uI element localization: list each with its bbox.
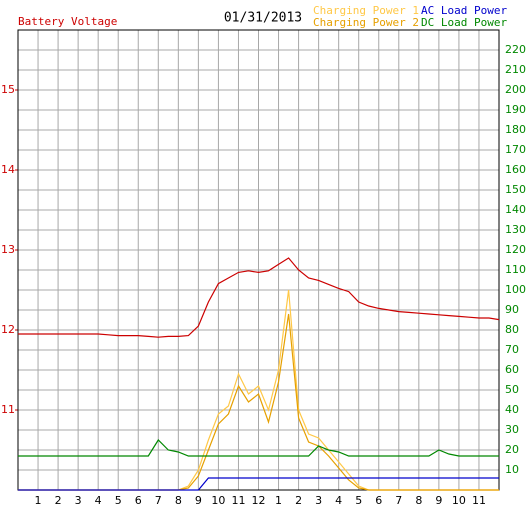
y2-tick-label: 100 — [505, 283, 526, 296]
legend-label: Battery Voltage — [18, 15, 117, 28]
x-tick-label: 10 — [211, 494, 225, 507]
x-tick-label: 4 — [335, 494, 342, 507]
y2-tick-label: 40 — [505, 403, 519, 416]
y2-tick-label: 210 — [505, 63, 526, 76]
x-tick-label: 2 — [55, 494, 62, 507]
x-tick-label: 8 — [415, 494, 422, 507]
y2-tick-label: 70 — [505, 343, 519, 356]
x-tick-label: 11 — [472, 494, 486, 507]
y2-tick-label: 130 — [505, 223, 526, 236]
x-tick-label: 7 — [395, 494, 402, 507]
chart-title: 01/31/2013 — [224, 11, 302, 26]
y2-tick-label: 120 — [505, 243, 526, 256]
y2-tick-label: 180 — [505, 123, 526, 136]
x-tick-label: 3 — [315, 494, 322, 507]
x-tick-label: 7 — [155, 494, 162, 507]
x-tick-label: 8 — [175, 494, 182, 507]
y2-tick-label: 60 — [505, 363, 519, 376]
x-tick-label: 4 — [95, 494, 102, 507]
y2-tick-label: 190 — [505, 103, 526, 116]
y2-tick-label: 150 — [505, 183, 526, 196]
x-tick-label: 12 — [252, 494, 266, 507]
y-tick-label: 12 — [1, 323, 15, 336]
series-line — [18, 477, 499, 491]
x-tick-label: 11 — [231, 494, 245, 507]
y2-tick-label: 20 — [505, 443, 519, 456]
x-tick-label: 10 — [452, 494, 466, 507]
series-line — [18, 439, 499, 457]
legend-label: DC Load Power — [421, 16, 507, 29]
x-tick-label: 9 — [195, 494, 202, 507]
series-line — [18, 257, 500, 338]
y2-tick-label: 140 — [505, 203, 526, 216]
y-tick-label: 14 — [1, 163, 15, 176]
x-tick-label: 5 — [355, 494, 362, 507]
y-tick-label: 15 — [1, 83, 15, 96]
x-tick-label: 5 — [115, 494, 122, 507]
y2-tick-label: 220 — [505, 43, 526, 56]
y2-tick-label: 170 — [505, 143, 526, 156]
y2-tick-label: 30 — [505, 423, 519, 436]
y-tick-label: 11 — [1, 403, 15, 416]
x-tick-label: 1 — [275, 494, 282, 507]
x-tick-label: 6 — [375, 494, 382, 507]
legend-label: Charging Power 1 — [313, 4, 419, 17]
y2-tick-label: 10 — [505, 463, 519, 476]
x-tick-label: 2 — [295, 494, 302, 507]
y2-tick-label: 80 — [505, 323, 519, 336]
x-tick-label: 6 — [135, 494, 142, 507]
y-tick-label: 13 — [1, 243, 15, 256]
legend-label: Charging Power 2 — [313, 16, 419, 29]
y2-tick-label: 110 — [505, 263, 526, 276]
y2-tick-label: 50 — [505, 383, 519, 396]
x-tick-label: 9 — [435, 494, 442, 507]
plot-frame — [17, 29, 500, 491]
y2-tick-label: 160 — [505, 163, 526, 176]
y2-tick-label: 200 — [505, 83, 526, 96]
x-tick-label: 1 — [35, 494, 42, 507]
legend-label: AC Load Power — [421, 4, 507, 17]
x-tick-label: 3 — [75, 494, 82, 507]
y2-tick-label: 90 — [505, 303, 519, 316]
